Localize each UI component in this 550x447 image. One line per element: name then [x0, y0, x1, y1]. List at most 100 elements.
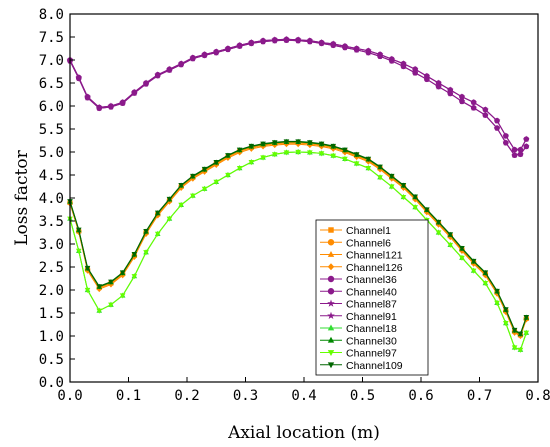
y-tick-label: 3.0	[39, 237, 64, 253]
data-point	[108, 279, 114, 285]
data-point	[318, 151, 325, 157]
y-tick-label: 2.5	[39, 260, 64, 276]
legend-item: Channel6	[320, 237, 391, 249]
legend-marker	[327, 299, 335, 307]
y-tick-label: 5.5	[39, 122, 64, 138]
data-point	[435, 219, 442, 225]
data-point	[236, 42, 243, 50]
data-point	[435, 83, 442, 90]
data-point	[493, 117, 501, 124]
data-point	[482, 270, 489, 276]
data-point	[523, 330, 530, 336]
legend-marker	[327, 288, 335, 295]
data-point	[470, 98, 477, 106]
y-tick-label: 1.0	[39, 329, 64, 345]
legend-item: Channel121	[320, 250, 403, 262]
legend-label: Channel91	[346, 311, 397, 323]
data-point	[248, 39, 255, 47]
series-Channel6	[67, 140, 530, 338]
legend-item: Channel97	[320, 348, 397, 360]
series-line	[69, 38, 527, 151]
x-axis-title: Axial location (m)	[227, 423, 380, 443]
data-point	[365, 156, 372, 162]
x-tick-label: 0.8	[525, 388, 550, 404]
data-point	[108, 302, 114, 308]
data-point	[459, 246, 465, 252]
x-tick-label: 0.6	[408, 388, 433, 404]
data-point	[248, 160, 255, 166]
x-tick-label: 0.0	[57, 388, 82, 404]
data-point	[213, 160, 220, 166]
legend-label: Channel18	[346, 323, 397, 335]
legend-marker	[328, 227, 334, 233]
series-line	[69, 151, 527, 351]
data-point	[470, 258, 477, 265]
data-point	[523, 315, 530, 321]
legend-label: Channel1	[346, 225, 391, 237]
series-layer	[66, 35, 530, 353]
data-point	[190, 173, 196, 179]
data-point	[225, 172, 231, 179]
series-line	[69, 142, 527, 336]
data-point	[423, 75, 431, 83]
series-Channel109	[67, 139, 530, 337]
legend-marker	[327, 324, 335, 331]
data-point	[517, 146, 524, 153]
data-point	[503, 307, 509, 313]
legend-item: Channel18	[320, 323, 397, 335]
series-Channel126	[67, 141, 530, 340]
data-point	[283, 150, 290, 156]
data-point	[458, 93, 466, 100]
data-point	[236, 166, 243, 172]
x-tick-label: 0.5	[350, 388, 375, 404]
data-point	[388, 57, 396, 64]
data-point	[511, 146, 518, 153]
y-tick-label: 8.0	[39, 7, 64, 23]
legend-label: Channel97	[346, 348, 397, 360]
data-point	[142, 80, 150, 87]
legend-item: Channel1	[320, 225, 391, 237]
y-tick-label: 1.5	[39, 306, 64, 322]
legend-label: Channel6	[346, 237, 391, 249]
data-point	[400, 183, 407, 189]
y-tick-label: 3.5	[39, 214, 64, 230]
data-point	[154, 231, 161, 237]
data-point	[377, 164, 383, 170]
data-point	[154, 210, 161, 216]
data-point	[307, 150, 313, 156]
data-point	[423, 72, 431, 79]
series-line	[69, 140, 527, 335]
data-point	[236, 147, 243, 153]
data-point	[295, 139, 301, 145]
legend-item: Channel36	[320, 274, 397, 286]
legend-item: Channel91	[320, 311, 397, 323]
data-point	[342, 147, 348, 153]
data-point	[412, 194, 418, 200]
legend-item: Channel30	[320, 335, 397, 347]
data-point	[482, 106, 489, 113]
data-point	[143, 250, 149, 256]
series-line	[69, 142, 527, 336]
legend-item: Channel87	[320, 299, 397, 311]
y-tick-label: 4.0	[39, 191, 64, 207]
axes-layer: 0.0 0.1 0.2 0.3 0.4 0.5 0.6 0.7 0.8 0.0 0.5 1.0 1.5 2…	[39, 7, 550, 404]
data-point	[259, 38, 267, 45]
data-point	[517, 331, 524, 337]
data-point	[131, 252, 138, 258]
data-point	[224, 45, 232, 53]
data-point	[84, 94, 91, 101]
data-point	[502, 132, 510, 139]
x-tick-label: 0.7	[467, 388, 492, 404]
series-Channel97	[67, 149, 530, 353]
data-point	[494, 300, 500, 306]
data-point	[342, 156, 348, 162]
data-point	[376, 52, 384, 60]
data-point	[107, 103, 115, 110]
data-point	[119, 270, 126, 276]
data-point	[271, 37, 279, 44]
data-point	[330, 143, 337, 150]
data-point	[260, 155, 266, 161]
data-point	[459, 255, 465, 261]
data-point	[166, 216, 173, 222]
